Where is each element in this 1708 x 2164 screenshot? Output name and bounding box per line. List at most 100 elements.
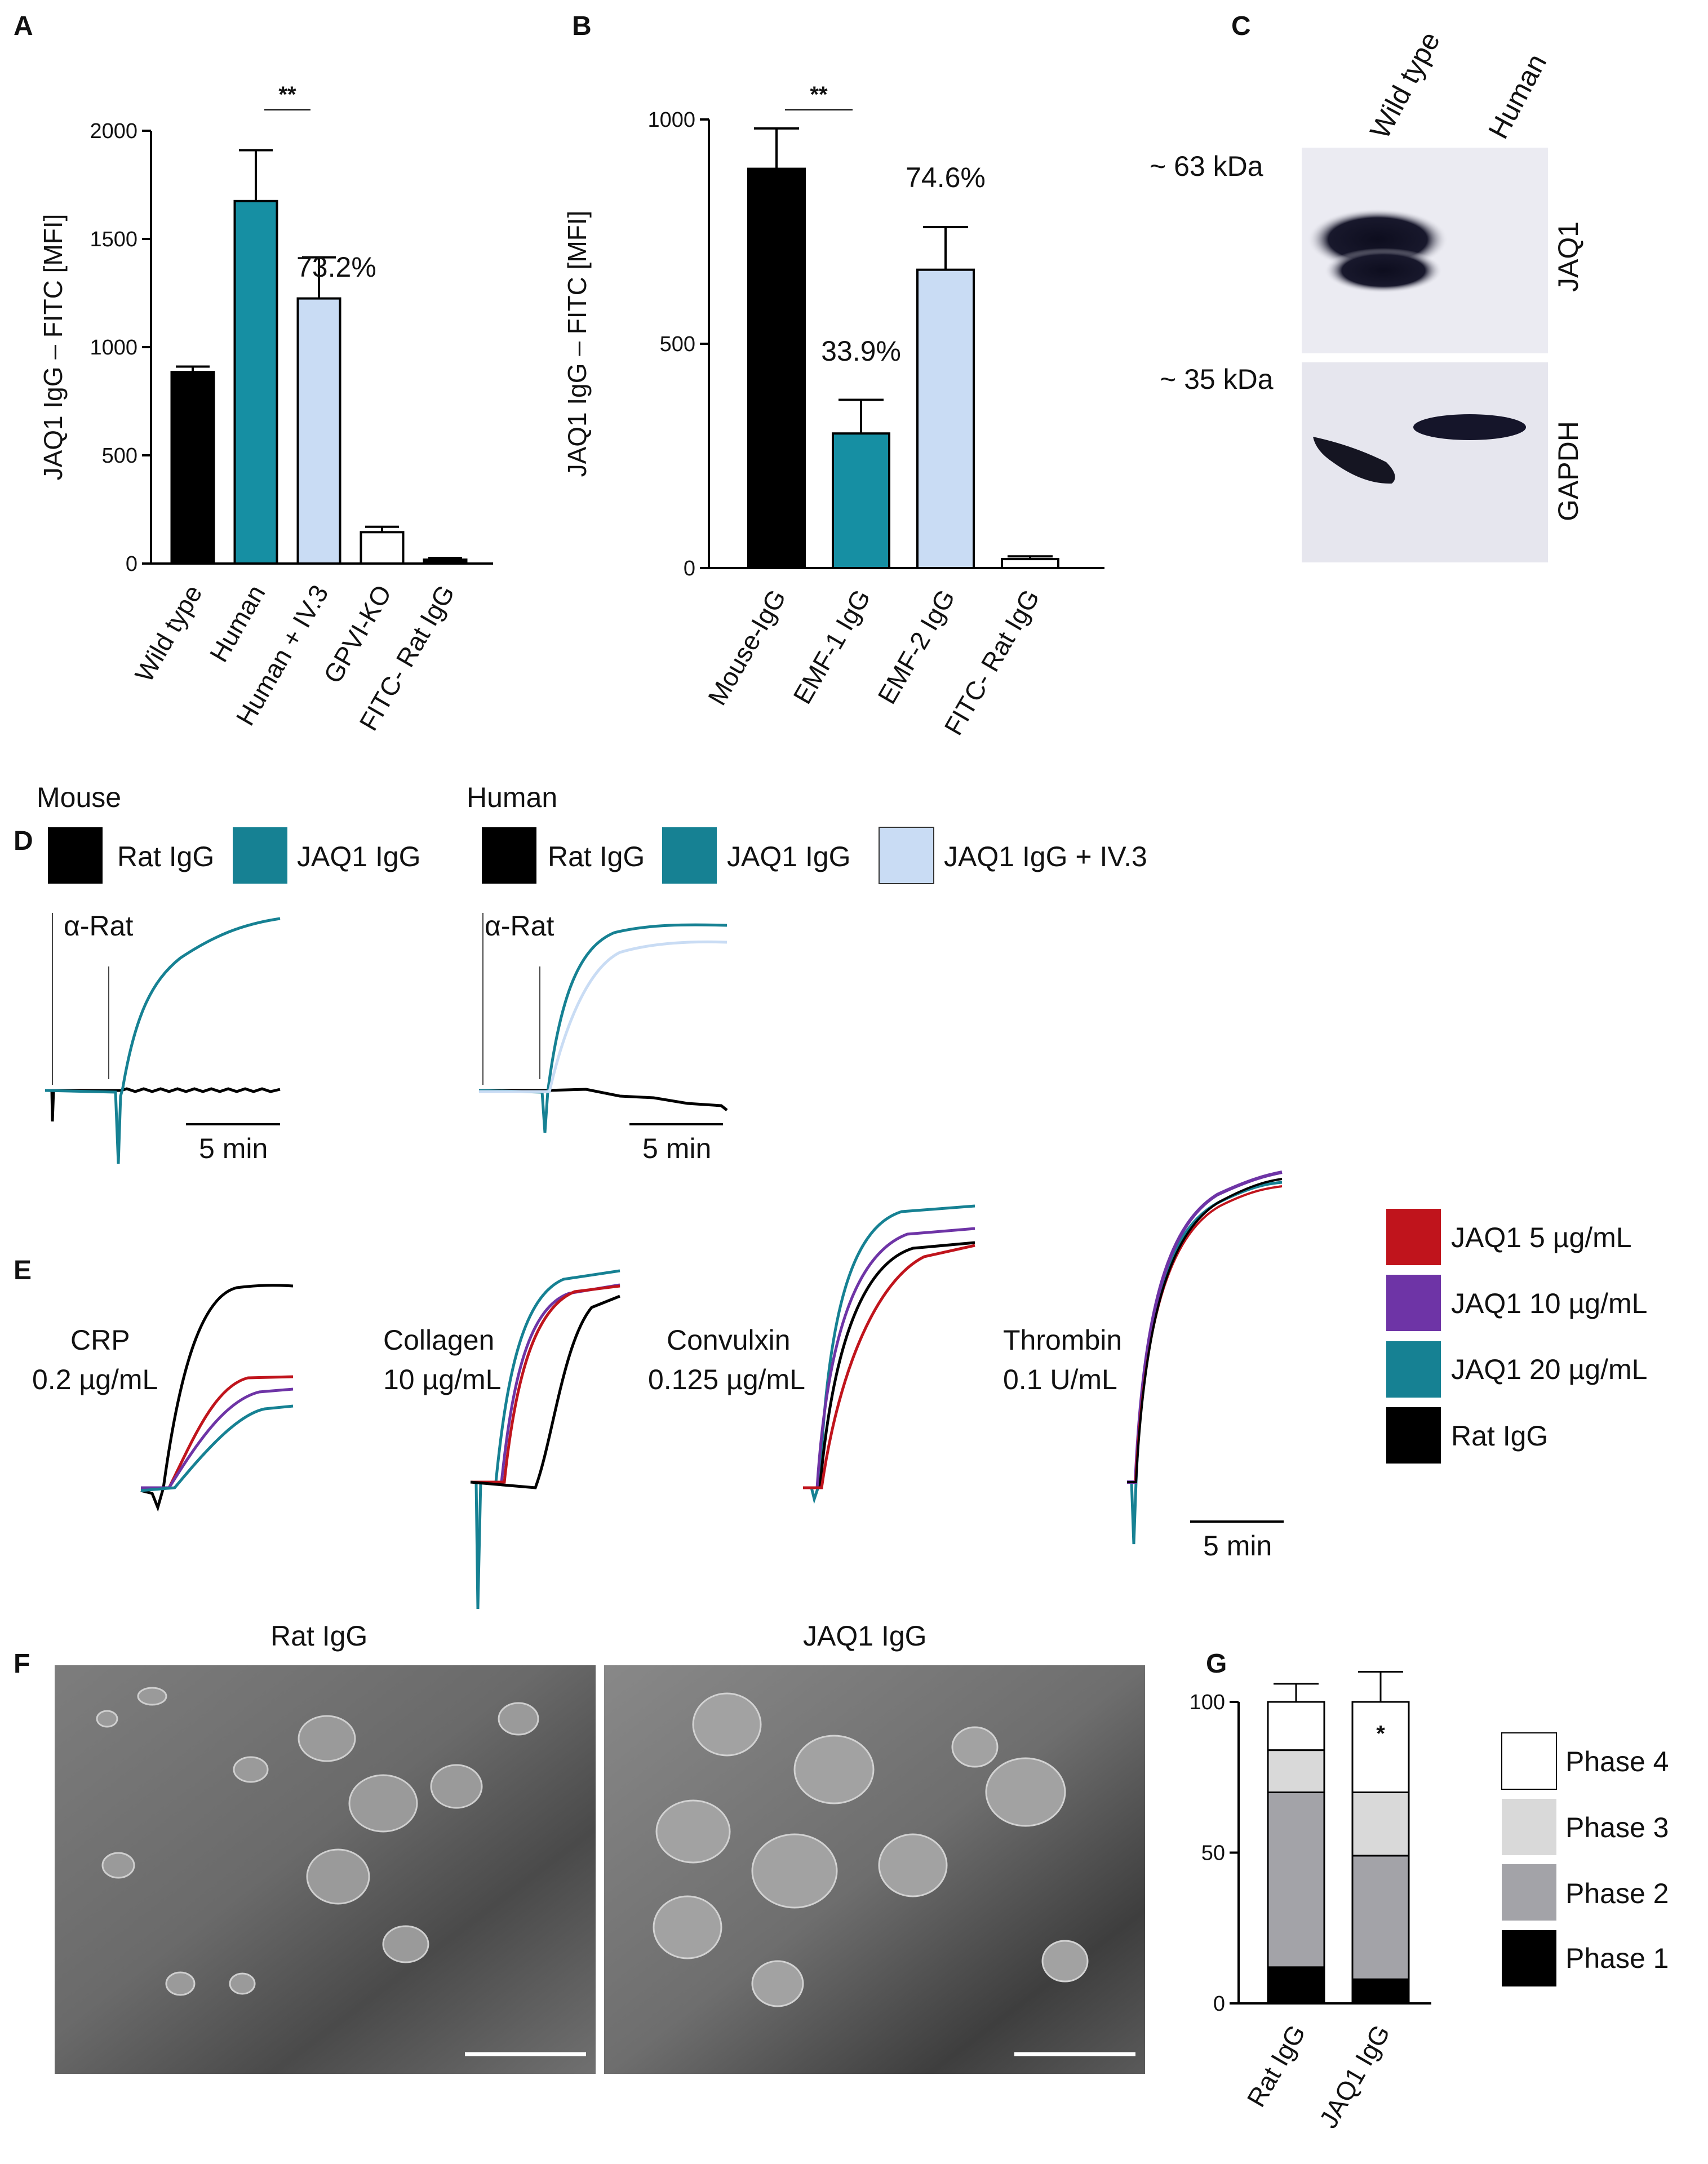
legend-swatch-jaq1-igg-iv3 <box>879 827 934 884</box>
agonist-convulxin-conc: 0.125 µg/mL <box>648 1364 805 1395</box>
y-tick-label: 0 <box>684 557 695 580</box>
agonist-collagen-conc: 10 µg/mL <box>383 1364 501 1395</box>
bar-fitc-rat-igg <box>1001 558 1059 570</box>
y-tick-label: 1500 <box>90 228 137 251</box>
legend-label-jaq1-igg-human: JAQ1 IgG <box>727 841 851 872</box>
protein-label-gapdh: GAPDH <box>1552 421 1584 521</box>
annotation-pct: 73.2% <box>296 251 376 283</box>
agonist-crp: CRP <box>70 1324 130 1356</box>
blot-band-gapdh-human <box>1413 414 1526 440</box>
trace-crp-10 <box>141 1387 294 1489</box>
legend-label-phase-1: Phase 1 <box>1565 1943 1669 1974</box>
legend-label-jaq1-igg-iv3: JAQ1 IgG + IV.3 <box>944 841 1147 872</box>
agonist-crp-conc: 0.2 µg/mL <box>32 1364 158 1395</box>
annotation-pct: 74.6% <box>906 162 986 193</box>
trace-crp-rat <box>140 1284 294 1512</box>
y-tick-label: 1000 <box>647 108 695 132</box>
trace-human-rat-igg <box>479 1088 728 1111</box>
scale-label-human: 5 min <box>642 1133 711 1164</box>
legend-swatch-jaq1-igg-human <box>662 827 717 884</box>
lane-label-human: Human <box>1482 49 1552 144</box>
bar-human <box>233 199 278 565</box>
agonist-label-human: α-Rat <box>485 910 554 942</box>
stack-phase-2-rat-igg <box>1267 1791 1325 1968</box>
legend-swatch-rat-igg <box>48 827 103 884</box>
trace-crp-5 <box>141 1375 294 1489</box>
stack-phase-4-jaq1-igg <box>1351 1701 1410 1793</box>
trace-human-jaq1 <box>478 923 727 1133</box>
marker-63kda: ~ 63 kDa <box>1150 150 1263 182</box>
trace-convulxin-20 <box>803 1204 975 1504</box>
legend-swatch-phase-2 <box>1502 1864 1556 1921</box>
protein-label-jaq1: JAQ1 <box>1552 221 1584 292</box>
platelets-left <box>96 1687 539 1996</box>
legend-label-jaq1-igg: JAQ1 IgG <box>297 841 421 872</box>
bar-emf-2-igg <box>916 268 975 570</box>
legend-label-jaq1-20: JAQ1 20 µg/mL <box>1451 1354 1647 1385</box>
micrograph-title-jaq1-igg: JAQ1 IgG <box>803 1620 927 1652</box>
trace-convulxin-rat <box>803 1241 975 1489</box>
agonist-convulxin: Convulxin <box>667 1324 791 1356</box>
panel-label-b: B <box>572 11 592 41</box>
y-tick-label: 50 <box>1201 1842 1225 1865</box>
bar-emf-1-igg <box>832 432 890 570</box>
platelets-right <box>653 1692 1089 2007</box>
category-label: Mouse-IgG <box>702 584 792 710</box>
category-label: EMF-2 IgG <box>872 584 961 709</box>
western-blot: Wild type Human ~ 63 kDa ~ 35 kDa JAQ1 G… <box>1150 26 1584 562</box>
human-title: Human <box>467 782 557 813</box>
y-tick-label: 0 <box>126 552 137 576</box>
mouse-title: Mouse <box>37 782 121 813</box>
legend-swatch-phase-1 <box>1502 1930 1556 1986</box>
bar-gpvi-ko <box>360 531 405 565</box>
micrograph-title-rat-igg: Rat IgG <box>270 1620 367 1652</box>
stack-phase-1-rat-igg <box>1267 1966 1325 2005</box>
stack-phase-3-rat-igg <box>1267 1749 1325 1794</box>
legend-swatch-phase-3 <box>1502 1799 1556 1855</box>
stack-phase-3-jaq1-igg <box>1351 1791 1410 1857</box>
y-tick-label: 0 <box>1213 1992 1225 2016</box>
legend-swatch-jaq1-igg <box>233 827 287 884</box>
legend-swatch-jaq1-20 <box>1386 1341 1441 1398</box>
trace-collagen-rat <box>470 1294 620 1489</box>
bar-mouse-igg <box>747 167 806 569</box>
legend-swatch-jaq1-10 <box>1386 1275 1441 1331</box>
chart-a: 0 500 1000 1500 2000 JAQ1 IgG – FITC [MFI] Wil… <box>38 82 493 735</box>
annotation-pct: 33.9% <box>821 335 901 367</box>
agonist-collagen: Collagen <box>383 1324 494 1356</box>
legend-label-phase-3: Phase 3 <box>1565 1812 1669 1843</box>
legend-label-jaq1-5: JAQ1 5 µg/mL <box>1451 1222 1632 1253</box>
blot-band-gapdh-wt <box>1313 437 1395 484</box>
legend-label-rat-igg-e: Rat IgG <box>1451 1420 1548 1452</box>
trace-collagen-5 <box>471 1284 620 1484</box>
micrograph-jaq1-igg <box>604 1665 1145 2074</box>
y-tick-label: 500 <box>660 332 695 356</box>
scale-label-mouse: 5 min <box>199 1133 268 1164</box>
panel-label-g: G <box>1206 1649 1227 1679</box>
panel-label-e: E <box>14 1256 32 1285</box>
panel-label-f: F <box>14 1649 30 1679</box>
trace-thrombin-10 <box>1127 1170 1283 1484</box>
trace-thrombin-20 <box>1127 1181 1283 1545</box>
panel-e: CRP 0.2 µg/mL Collagen 10 µg/mL Convulxi… <box>32 1170 1647 1609</box>
y-tick-label: 2000 <box>90 119 137 143</box>
trace-collagen-20 <box>471 1269 620 1609</box>
lane-label-wild-type: Wild type <box>1364 26 1446 144</box>
agonist-thrombin-conc: 0.1 U/mL <box>1003 1364 1117 1395</box>
legend-swatch-rat-igg-human <box>482 827 536 884</box>
category-label: Wild type <box>129 580 208 687</box>
chart-g: 0 50 100 Rat IgG JAQ1 IgG * <box>1190 1671 1431 2133</box>
panel-label-a: A <box>14 11 33 41</box>
significance-label: * <box>1376 1722 1385 1746</box>
panel-d: Mouse Human Rat IgG JAQ1 IgG Rat IgG JAQ… <box>37 782 1147 1164</box>
significance-label: ** <box>810 82 828 107</box>
panel-label-c: C <box>1231 11 1251 41</box>
significance-label: ** <box>278 82 296 107</box>
trace-thrombin-rat <box>1127 1178 1283 1483</box>
y-tick-label: 100 <box>1190 1691 1225 1714</box>
agonist-label-mouse: α-Rat <box>64 910 133 942</box>
legend-label-phase-2: Phase 2 <box>1565 1878 1669 1909</box>
category-label: JAQ1 IgG <box>1314 2020 1396 2133</box>
